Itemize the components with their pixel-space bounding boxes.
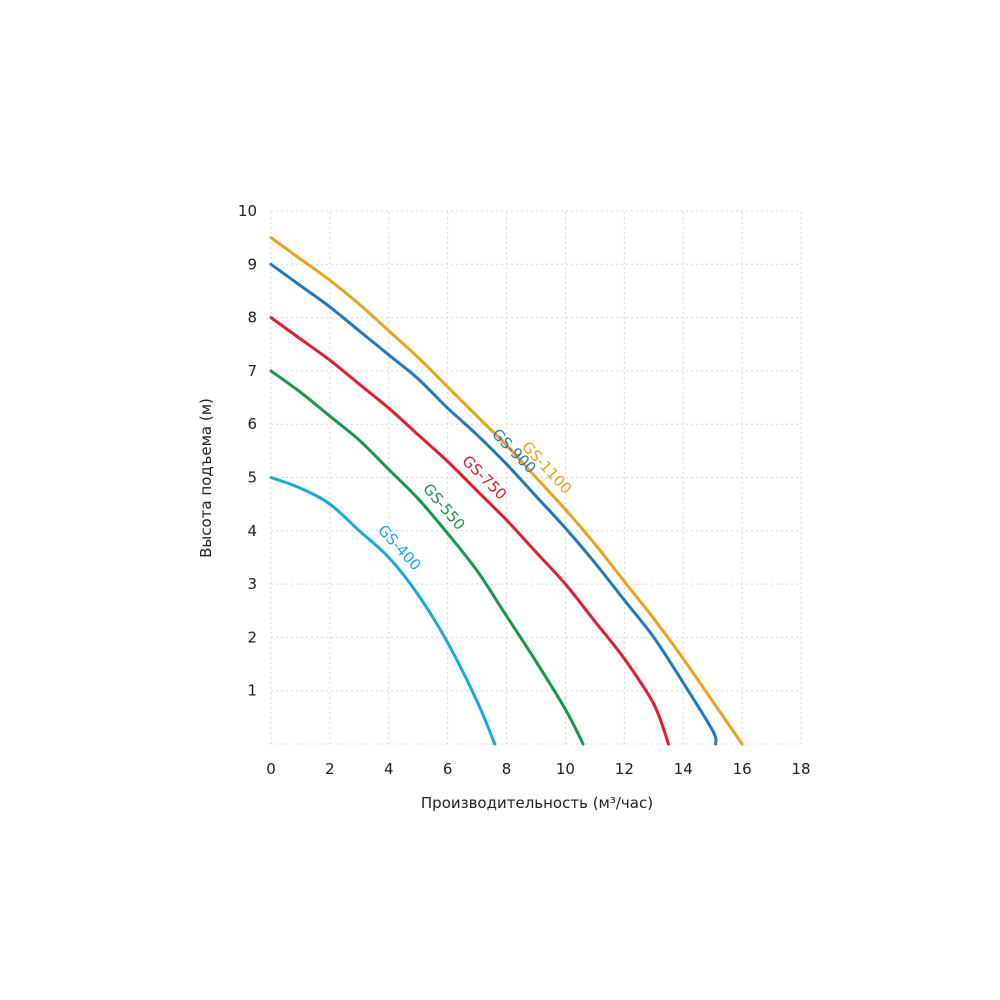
x-tick-label: 8: [502, 760, 512, 778]
y-tick-label: 7: [247, 362, 257, 380]
x-tick-label: 2: [325, 760, 335, 778]
curve-gs-550: [269, 369, 585, 746]
x-tick-label: 14: [674, 760, 693, 778]
x-tick-label: 0: [266, 760, 276, 778]
y-tick-label: 5: [247, 469, 257, 487]
y-tick-label: 10: [238, 202, 257, 220]
y-tick-label: 6: [247, 415, 257, 433]
y-tick-label: 9: [247, 255, 257, 273]
y-tick-label: 2: [247, 628, 257, 646]
x-axis-ticks: 0 2 4 6 8 10 12 14 16 18: [266, 760, 810, 778]
x-tick-label: 10: [556, 760, 575, 778]
series-label-gs-400: GS-400: [374, 521, 425, 574]
grid: [270, 210, 802, 745]
y-axis-ticks: 1 2 3 4 5 6 7 8 9 10: [238, 202, 257, 700]
curve-gs-400: [269, 476, 497, 746]
curve-gs-750: [269, 316, 670, 746]
y-axis-title: Высота подъема (м): [197, 398, 215, 558]
x-tick-label: 16: [733, 760, 752, 778]
y-tick-label: 8: [247, 309, 257, 327]
curve-gs-1100: [269, 236, 744, 746]
x-tick-label: 12: [615, 760, 634, 778]
curve-gs-900: [269, 262, 718, 746]
x-axis-title: Производительность (м³/час): [421, 794, 653, 812]
x-tick-label: 18: [791, 760, 810, 778]
y-tick-label: 3: [247, 575, 257, 593]
curves: [269, 236, 744, 746]
y-tick-label: 4: [247, 522, 257, 540]
y-tick-label: 1: [247, 682, 257, 700]
x-tick-label: 6: [443, 760, 453, 778]
x-tick-label: 4: [384, 760, 394, 778]
